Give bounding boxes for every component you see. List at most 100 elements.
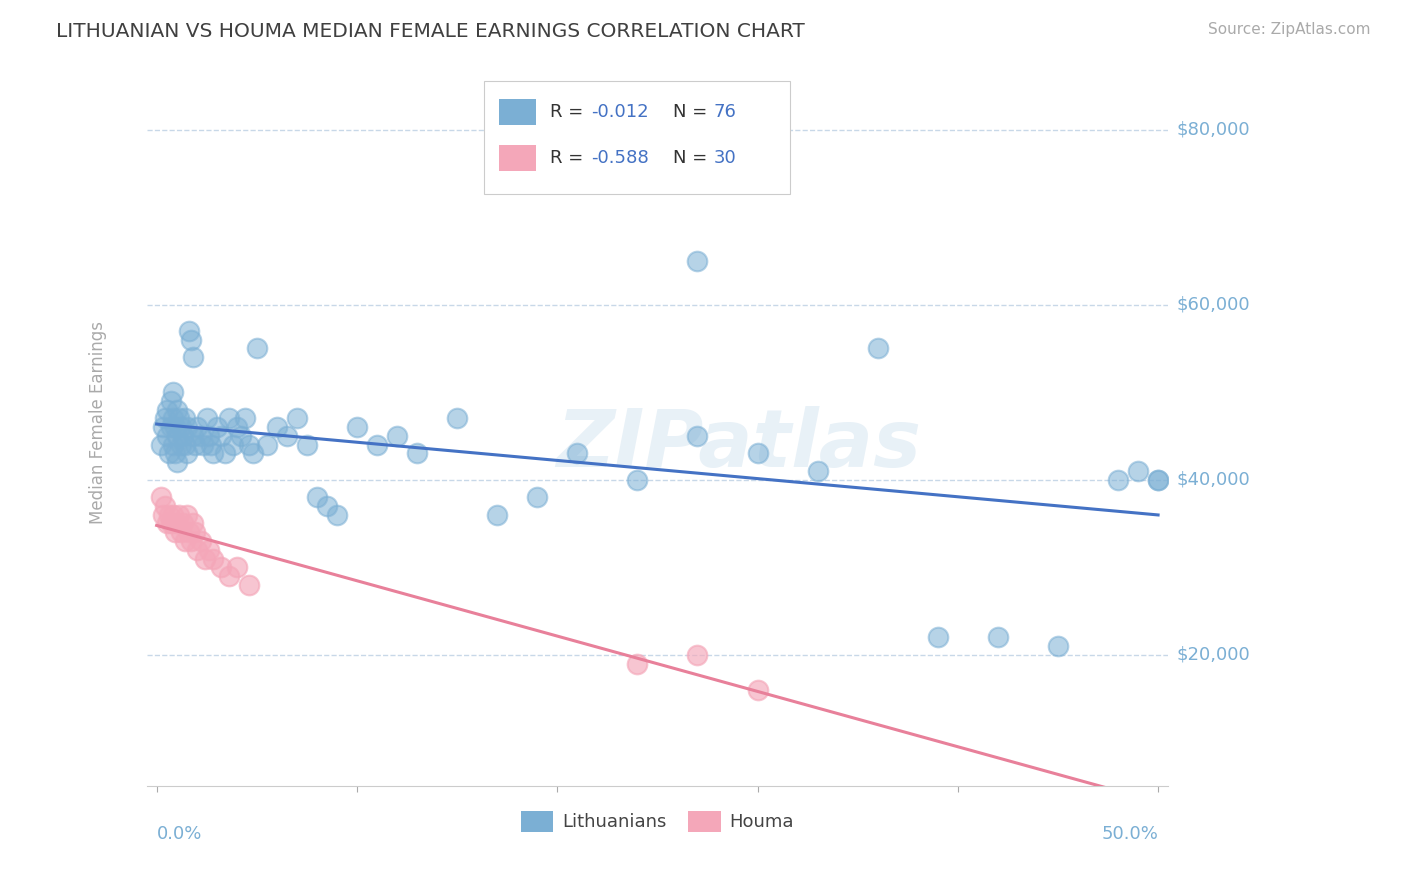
Point xyxy=(242,446,264,460)
Point xyxy=(209,560,232,574)
Point xyxy=(173,438,195,452)
Point xyxy=(177,525,200,540)
Point xyxy=(180,333,202,347)
Point xyxy=(406,446,429,460)
Point xyxy=(747,682,769,697)
Point xyxy=(176,420,198,434)
Text: 0.0%: 0.0% xyxy=(156,825,202,844)
Point xyxy=(166,516,188,531)
Point xyxy=(197,429,219,443)
Point xyxy=(1046,639,1069,653)
Point xyxy=(225,420,247,434)
Point xyxy=(197,542,219,557)
Point xyxy=(238,578,260,592)
Point xyxy=(162,508,184,522)
FancyBboxPatch shape xyxy=(499,145,536,170)
Point xyxy=(149,438,172,452)
Point xyxy=(285,411,308,425)
Point xyxy=(152,508,174,522)
Point xyxy=(166,455,188,469)
Point xyxy=(183,438,205,452)
Point xyxy=(233,411,256,425)
Point xyxy=(181,429,204,443)
Point xyxy=(222,438,245,452)
Point xyxy=(526,490,548,504)
Point xyxy=(195,411,218,425)
Point xyxy=(157,508,180,522)
Text: R =: R = xyxy=(550,103,589,121)
Point xyxy=(162,411,184,425)
Point xyxy=(225,560,247,574)
Point xyxy=(159,394,181,409)
Point xyxy=(276,429,298,443)
Point xyxy=(1107,473,1129,487)
Point xyxy=(686,429,709,443)
Point xyxy=(181,350,204,364)
Point xyxy=(156,516,179,531)
Text: $80,000: $80,000 xyxy=(1175,120,1250,138)
Point xyxy=(686,648,709,662)
Point xyxy=(927,630,949,644)
Point xyxy=(176,508,198,522)
Point xyxy=(162,385,184,400)
Point xyxy=(176,446,198,460)
Point xyxy=(166,402,188,417)
Point xyxy=(567,446,589,460)
Point xyxy=(190,534,212,549)
Legend: Lithuanians, Houma: Lithuanians, Houma xyxy=(513,804,801,838)
Point xyxy=(385,429,408,443)
Point xyxy=(181,516,204,531)
Point xyxy=(162,438,184,452)
Text: R =: R = xyxy=(550,149,589,167)
Text: -0.588: -0.588 xyxy=(591,149,648,167)
Point xyxy=(238,438,260,452)
Point xyxy=(169,420,191,434)
Point xyxy=(157,446,180,460)
Point xyxy=(163,446,186,460)
Text: 76: 76 xyxy=(713,103,737,121)
Text: Median Female Earnings: Median Female Earnings xyxy=(89,321,107,524)
Point xyxy=(159,420,181,434)
FancyBboxPatch shape xyxy=(484,81,790,194)
Point xyxy=(172,516,194,531)
Text: N =: N = xyxy=(672,149,713,167)
Point xyxy=(201,446,224,460)
Point xyxy=(173,534,195,549)
Point xyxy=(315,499,337,513)
Point xyxy=(626,473,648,487)
Point xyxy=(166,429,188,443)
Point xyxy=(156,429,179,443)
Point xyxy=(626,657,648,671)
Point xyxy=(446,411,468,425)
Point xyxy=(173,411,195,425)
Point xyxy=(169,525,191,540)
Point xyxy=(866,342,889,356)
Text: 30: 30 xyxy=(713,149,737,167)
Text: Source: ZipAtlas.com: Source: ZipAtlas.com xyxy=(1208,22,1371,37)
Point xyxy=(346,420,368,434)
Point xyxy=(256,438,278,452)
Point xyxy=(152,420,174,434)
Text: $40,000: $40,000 xyxy=(1175,471,1250,489)
Point xyxy=(747,446,769,460)
Point xyxy=(1126,464,1149,478)
Point xyxy=(201,551,224,566)
Point xyxy=(326,508,349,522)
Point xyxy=(163,420,186,434)
Text: ZIPatlas: ZIPatlas xyxy=(557,406,921,483)
Point xyxy=(169,438,191,452)
Text: N =: N = xyxy=(672,103,713,121)
Point xyxy=(163,525,186,540)
Point xyxy=(167,508,190,522)
Point xyxy=(172,429,194,443)
Point xyxy=(987,630,1010,644)
Point xyxy=(153,499,176,513)
Text: LITHUANIAN VS HOUMA MEDIAN FEMALE EARNINGS CORRELATION CHART: LITHUANIAN VS HOUMA MEDIAN FEMALE EARNIN… xyxy=(56,22,806,41)
Text: $60,000: $60,000 xyxy=(1175,295,1250,314)
Point xyxy=(149,490,172,504)
Point xyxy=(246,342,269,356)
Point xyxy=(191,438,214,452)
Point xyxy=(218,569,240,583)
Text: $20,000: $20,000 xyxy=(1175,646,1250,664)
Point xyxy=(200,438,222,452)
